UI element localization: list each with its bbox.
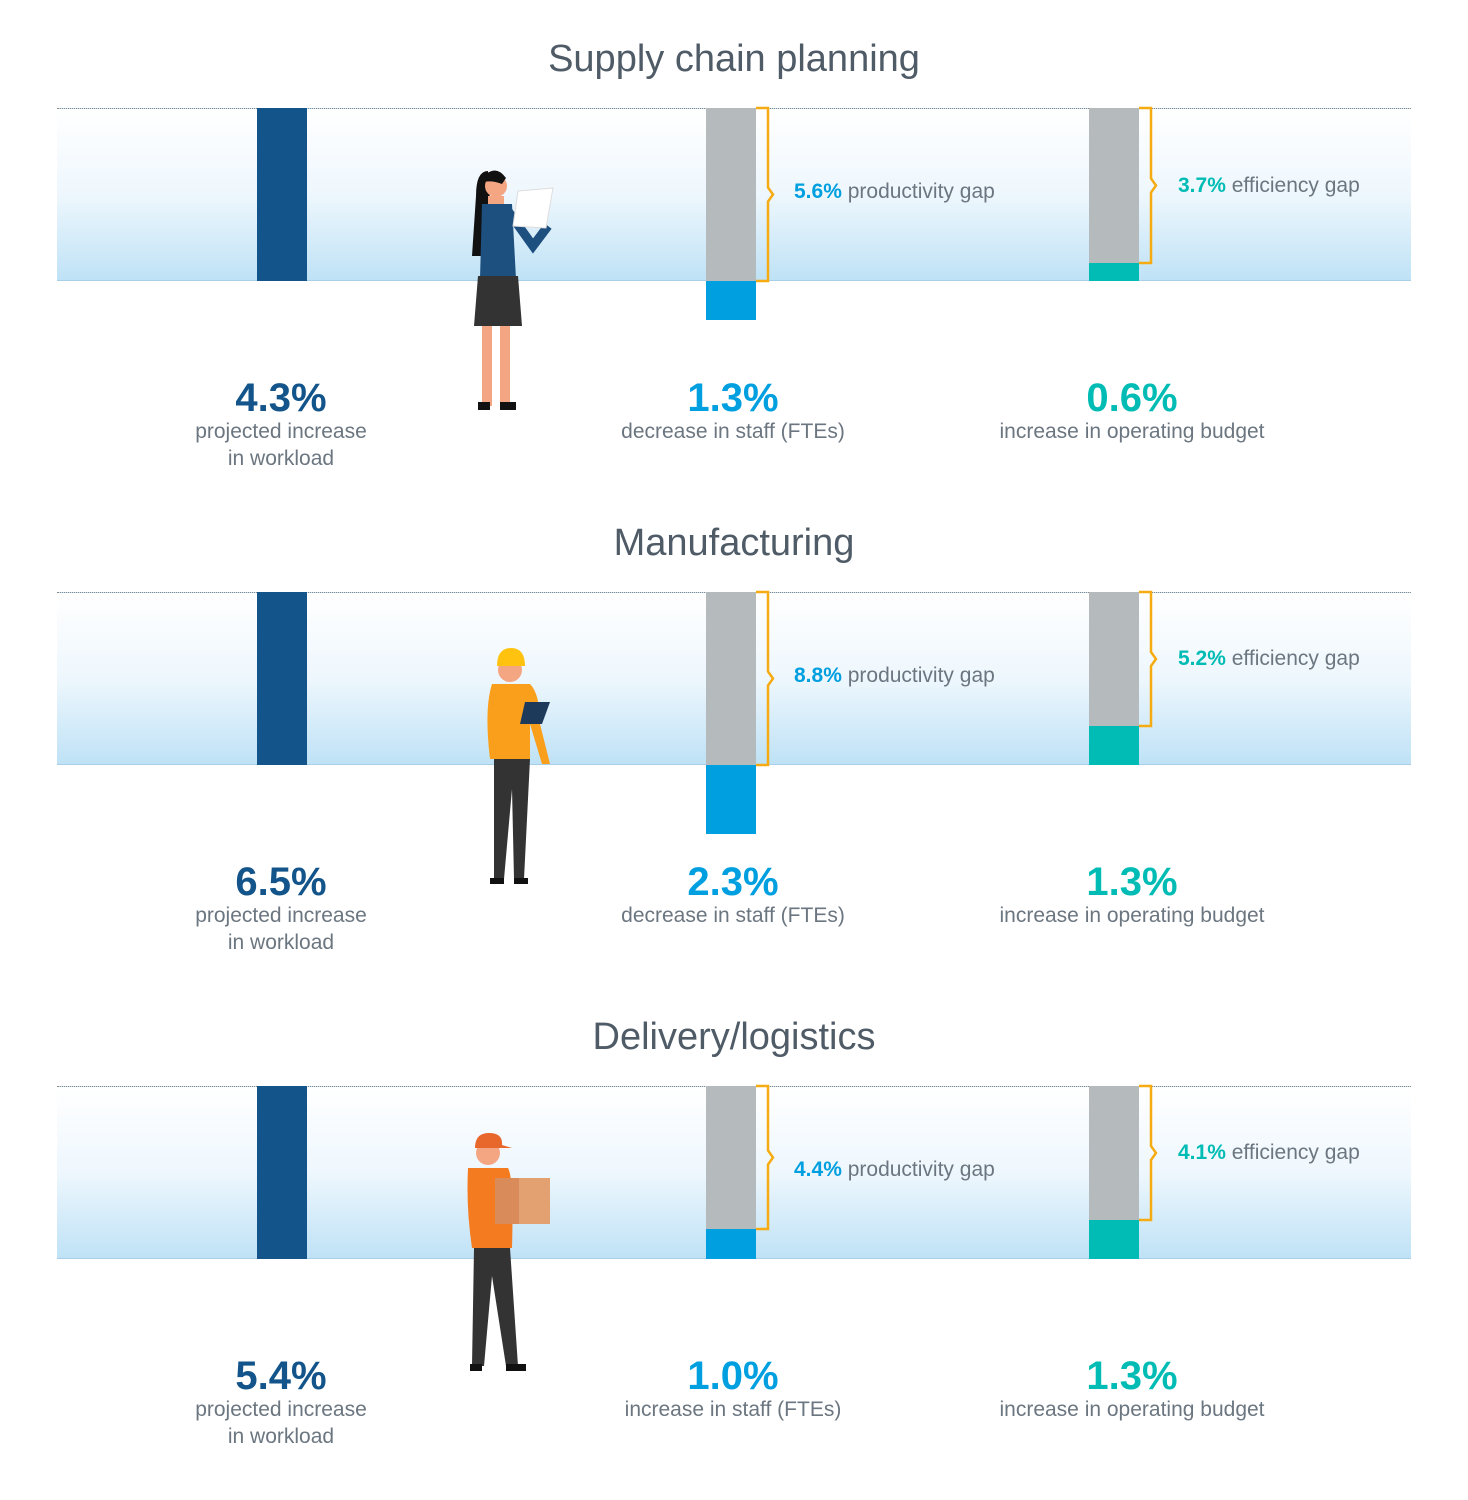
staff-bar: [706, 281, 756, 320]
staff-bar: [706, 765, 756, 834]
productivity-gap-text: productivity gap: [847, 1158, 995, 1181]
productivity-gap-text: productivity gap: [847, 180, 995, 203]
staff-bar: [706, 1229, 756, 1259]
section-title: Manufacturing: [613, 522, 855, 564]
workload-value: 5.4%: [235, 1354, 327, 1398]
efficiency-gap-value: 4.1%: [1178, 1141, 1226, 1164]
efficiency-gap-text: efficiency gap: [1231, 173, 1360, 197]
productivity-gap-text: productivity gap: [847, 664, 995, 687]
productivity-gap-value: 4.4%: [794, 1158, 842, 1181]
productivity-gap-label: 8.8% productivity gap: [794, 664, 995, 688]
productivity-gap-bar: [706, 1086, 756, 1229]
workload-label: in workload: [227, 1425, 335, 1448]
workload-label: projected increase: [195, 1398, 367, 1421]
efficiency-gap-text: efficiency gap: [1231, 647, 1360, 670]
staff-stat: 1.3% decrease in staff (FTEs): [553, 378, 913, 445]
workload-label: in workload: [227, 447, 335, 470]
efficiency-gap-bracket: [1139, 1084, 1158, 1222]
staff-label: decrease in staff (FTEs): [621, 420, 845, 443]
workload-stat: 5.4% projected increase in workload: [101, 1356, 461, 1450]
efficiency-gap-label: 3.7% efficiency gap: [1178, 174, 1360, 198]
efficiency-gap-bar: [1089, 1086, 1139, 1220]
workload-label: projected increase: [195, 420, 367, 443]
efficiency-gap-label: 4.1% efficiency gap: [1178, 1141, 1360, 1165]
productivity-gap-value: 8.8%: [794, 664, 842, 687]
efficiency-gap-bar: [1089, 108, 1139, 263]
worker-with-hardhat-icon: [470, 642, 570, 897]
budget-value: 0.6%: [1086, 376, 1178, 420]
workload-bar: [257, 108, 307, 281]
staff-stat: 2.3% decrease in staff (FTEs): [553, 862, 913, 929]
budget-label: increase in operating budget: [999, 420, 1265, 443]
workload-bar: [257, 592, 307, 765]
budget-stat: 0.6% increase in operating budget: [952, 378, 1312, 445]
efficiency-gap-value: 3.7%: [1178, 173, 1226, 197]
productivity-gap-bar: [706, 108, 756, 281]
productivity-gap-bracket: [756, 1084, 775, 1231]
productivity-gap-bracket: [756, 106, 775, 283]
section-title: Delivery/logistics: [592, 1016, 876, 1058]
budget-label: increase in operating budget: [999, 1398, 1265, 1421]
efficiency-gap-text: efficiency gap: [1231, 1141, 1360, 1164]
productivity-gap-bracket: [756, 590, 775, 767]
delivery-person-with-box-icon: [450, 1128, 553, 1383]
workload-bar: [257, 1086, 307, 1259]
workload-stat: 4.3% projected increase in workload: [101, 378, 461, 472]
section-0: Supply chain planning 5.6% productivity g…: [0, 38, 1468, 518]
budget-stat: 1.3% increase in operating budget: [952, 1356, 1312, 1423]
productivity-gap-bar: [706, 592, 756, 765]
efficiency-gap-value: 5.2%: [1178, 647, 1226, 670]
productivity-gap-label: 5.6% productivity gap: [794, 180, 995, 204]
workload-label: projected increase: [195, 904, 367, 927]
efficiency-gap-bar: [1089, 592, 1139, 726]
workload-stat: 6.5% projected increase in workload: [101, 862, 461, 956]
section-1: Manufacturing 8.8% productivity gap 5.2% e…: [0, 522, 1468, 1002]
productivity-gap-value: 5.6%: [794, 180, 842, 203]
efficiency-gap-label: 5.2% efficiency gap: [1178, 647, 1360, 671]
budget-bar: [1089, 1220, 1139, 1259]
staff-value: 1.0%: [687, 1354, 779, 1398]
efficiency-gap-bracket: [1139, 590, 1158, 728]
staff-label: increase in staff (FTEs): [624, 1398, 842, 1421]
efficiency-gap-bracket: [1139, 106, 1158, 265]
staff-value: 1.3%: [687, 376, 779, 420]
section-title: Supply chain planning: [548, 38, 920, 80]
budget-value: 1.3%: [1086, 1354, 1178, 1398]
staff-stat: 1.0% increase in staff (FTEs): [553, 1356, 913, 1423]
section-2: Delivery/logistics 4.4% productivity gap 4…: [0, 1016, 1468, 1496]
budget-stat: 1.3% increase in operating budget: [952, 862, 1312, 929]
workload-value: 4.3%: [235, 376, 327, 420]
budget-value: 1.3%: [1086, 860, 1178, 904]
budget-bar: [1089, 263, 1139, 281]
budget-bar: [1089, 726, 1139, 765]
staff-value: 2.3%: [687, 860, 779, 904]
workload-label: in workload: [227, 931, 335, 954]
productivity-gap-label: 4.4% productivity gap: [794, 1158, 995, 1182]
woman-with-clipboard-icon: [458, 166, 558, 421]
workload-value: 6.5%: [235, 860, 327, 904]
staff-label: decrease in staff (FTEs): [621, 904, 845, 927]
budget-label: increase in operating budget: [999, 904, 1265, 927]
